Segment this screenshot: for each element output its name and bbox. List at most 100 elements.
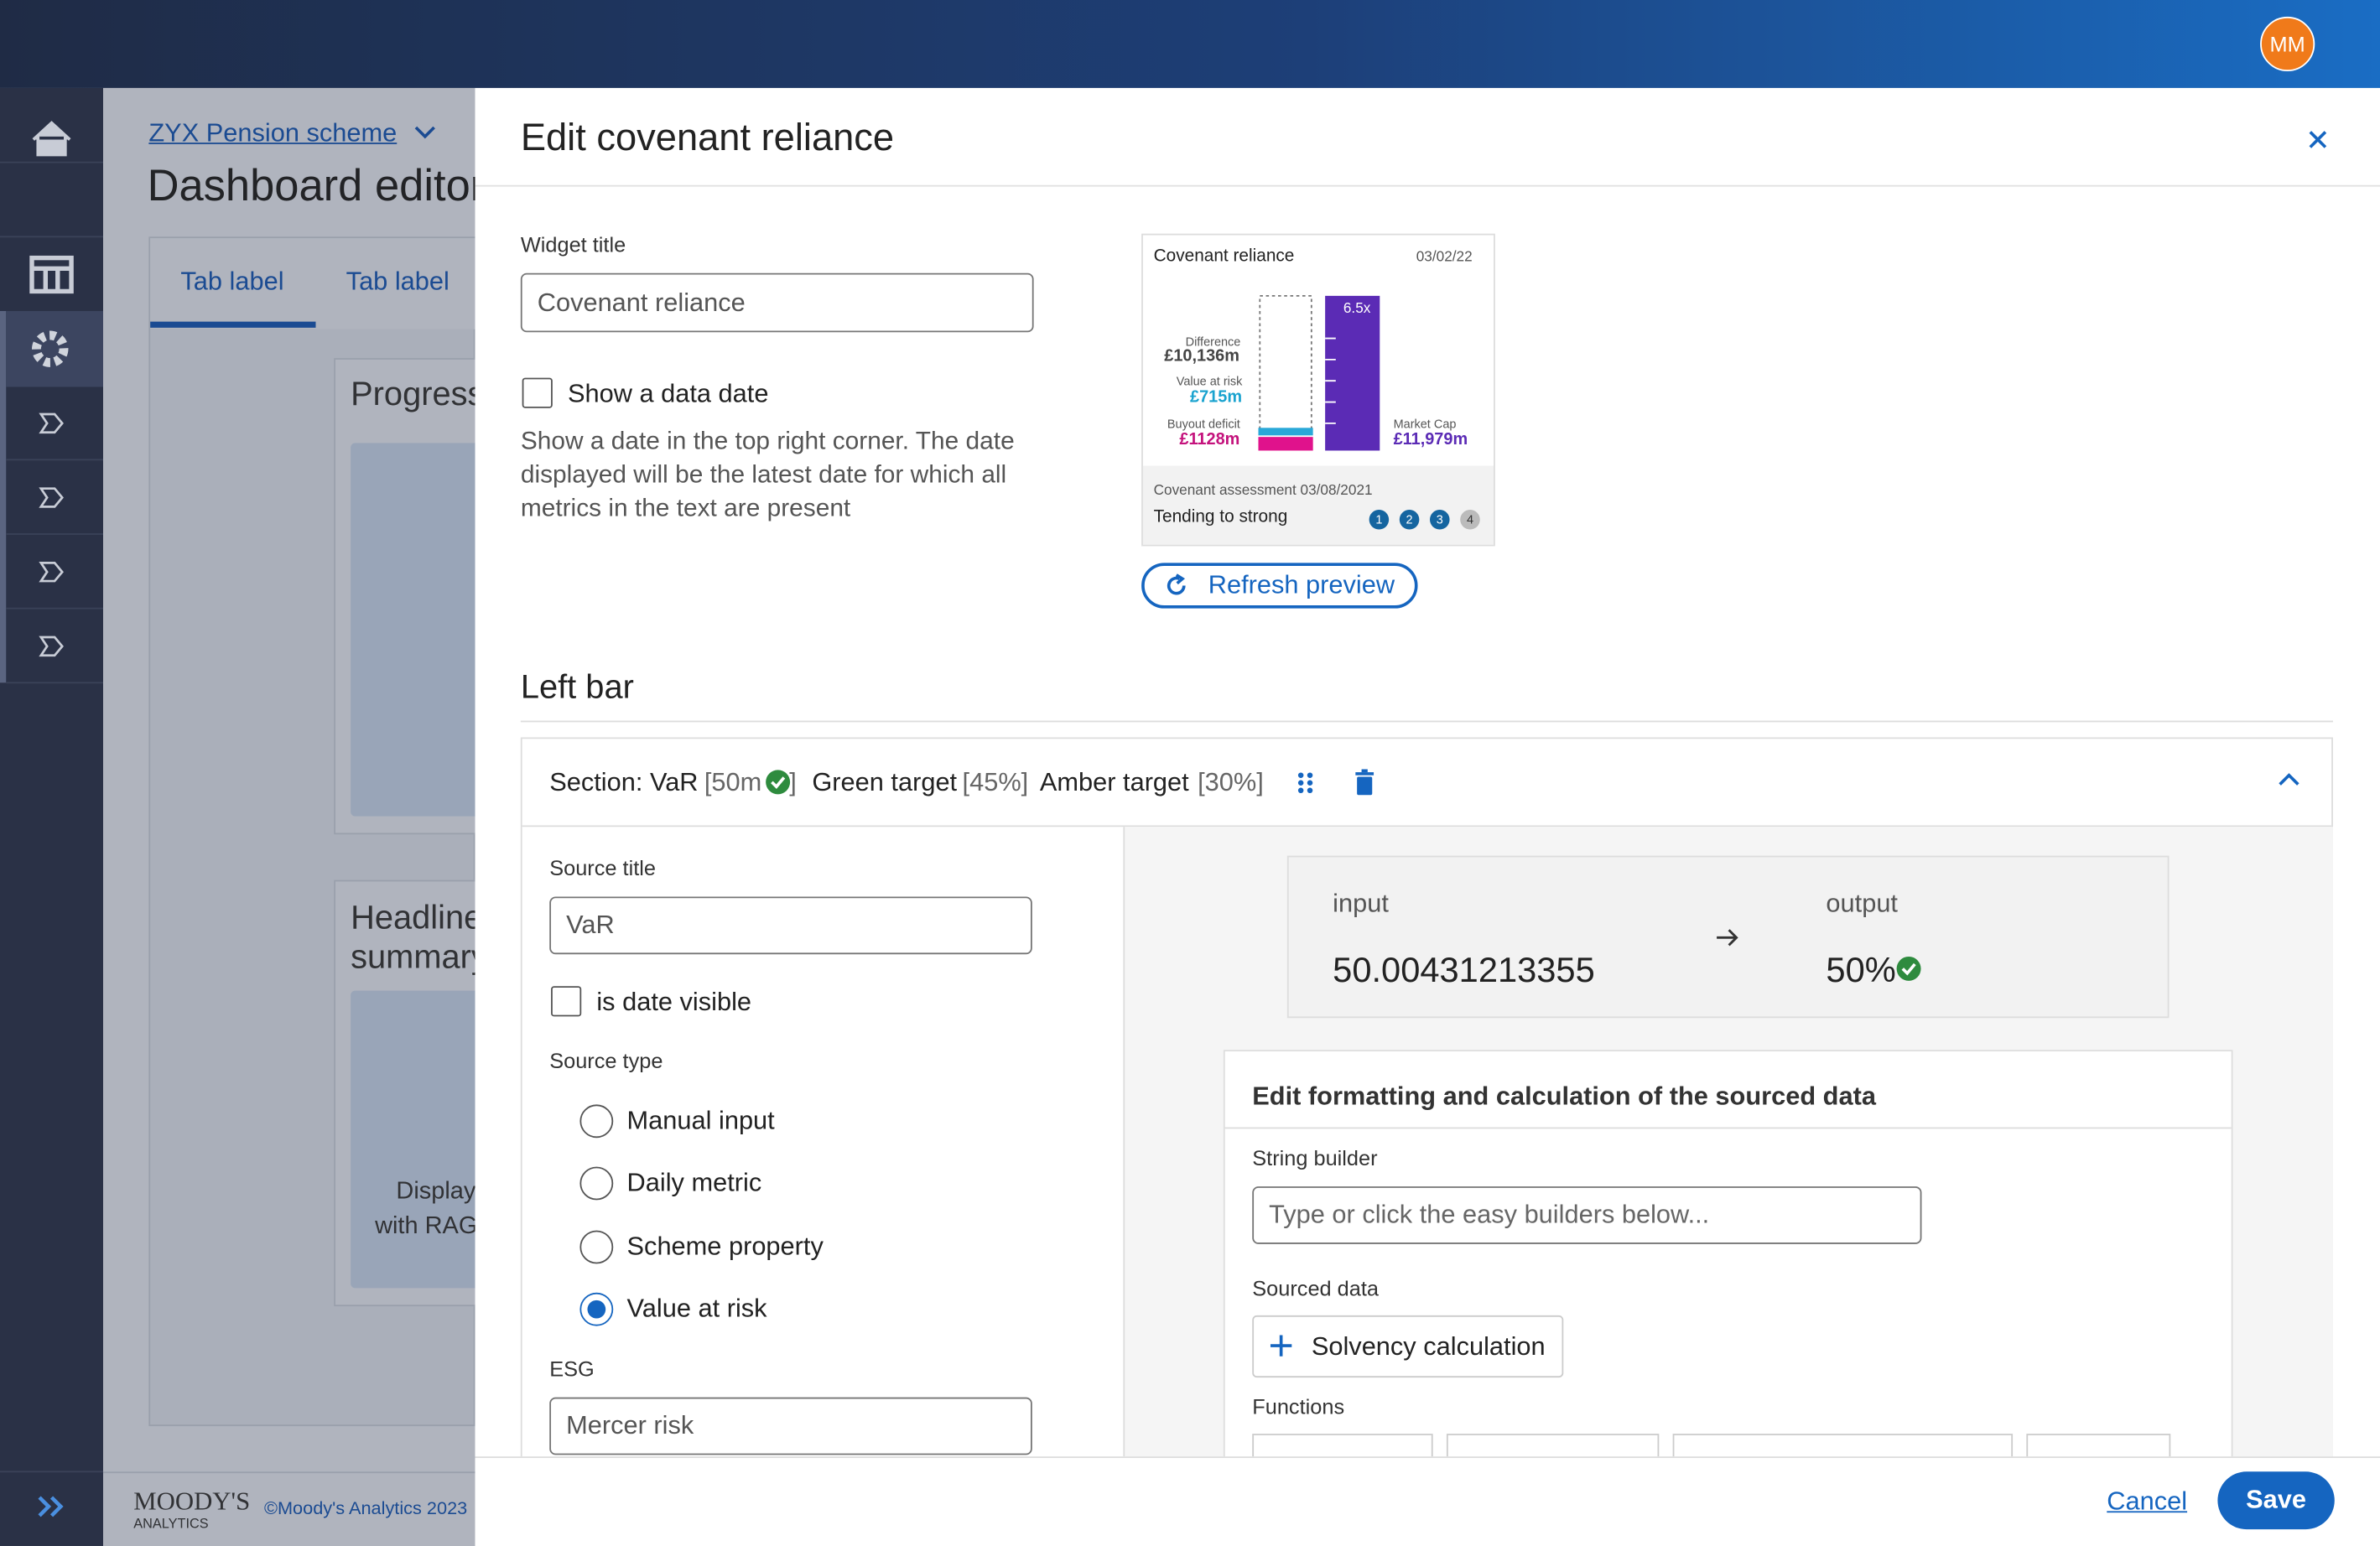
sidebar-icons [0, 121, 104, 1517]
copyright: ©Moody's Analytics 2023 [263, 1497, 468, 1519]
checkbox[interactable] [522, 377, 553, 408]
divider [1224, 1127, 2232, 1129]
text-input[interactable]: Type or click the easy builders below... [1252, 1186, 1922, 1244]
brand: MOODY'S [133, 1486, 251, 1516]
section-name: Section: VaR [549, 767, 699, 797]
preview-label: Buyout deficit [1167, 417, 1240, 431]
label: Widget title [520, 231, 626, 257]
card-body [351, 990, 488, 1289]
ok-icon [766, 770, 791, 795]
footer [103, 1471, 475, 1546]
overlay [103, 87, 475, 1546]
green-value: [45%] [962, 767, 1029, 797]
formatting-panel [1223, 1050, 2233, 1475]
avatar[interactable]: MM [2260, 16, 2315, 72]
section-value: [50m [704, 767, 762, 797]
label: Sourced data [1252, 1275, 1380, 1300]
refresh-button[interactable] [1141, 563, 1418, 609]
brand-sub: ANALYTICS [133, 1515, 209, 1531]
label: Source title [549, 855, 657, 880]
preview-value: £10,136m [1164, 347, 1239, 366]
refresh-icon [1167, 573, 1186, 595]
section-heading: Left bar [520, 667, 634, 706]
radio[interactable] [579, 1292, 614, 1326]
card-body [351, 443, 488, 817]
card-title: Progress [351, 374, 485, 413]
radio[interactable] [579, 1230, 614, 1264]
radio-label: Daily metric [626, 1168, 762, 1197]
text-input[interactable]: VaR [549, 896, 1032, 955]
close-button[interactable] [2305, 127, 2330, 152]
io-label: output [1826, 889, 1898, 918]
preview-value: £11,979m [1393, 430, 1468, 449]
tab[interactable]: Tab label [180, 267, 284, 296]
rating-step: 4 [1460, 510, 1480, 530]
rating-step: 3 [1430, 510, 1450, 530]
radio-label: Scheme property [626, 1232, 824, 1261]
amber-value: [30%] [1198, 767, 1264, 797]
tab-indicator [150, 321, 316, 328]
io-value: 50.00431213355 [1333, 949, 1595, 989]
help-text: displayed will be the latest date for wh… [520, 461, 1007, 489]
label: Functions [1252, 1394, 1345, 1419]
preview-bars [1258, 294, 1380, 451]
modal-footer [475, 1456, 2380, 1546]
preview-assessment: Covenant assessment 03/08/2021 [1153, 482, 1373, 500]
io-label: input [1333, 889, 1389, 918]
top-bar [0, 0, 2380, 88]
io-value: 50% [1826, 949, 1896, 989]
breadcrumb[interactable]: ZYX Pension scheme [148, 118, 398, 148]
preview-label: Value at risk [1176, 374, 1243, 389]
divider [475, 184, 2380, 187]
label: Source type [549, 1048, 663, 1073]
preview-date: 03/02/22 [1416, 248, 1473, 266]
amber-label: Amber target [1039, 767, 1189, 797]
checkbox[interactable] [551, 986, 582, 1017]
arrow-icon [1717, 929, 1738, 947]
preview-value: £1128m [1179, 430, 1240, 449]
help-text: metrics in the text are present [520, 494, 851, 522]
breadcrumb-caret [414, 126, 435, 139]
add-button[interactable] [1252, 1315, 1564, 1378]
tab[interactable]: Tab label [346, 267, 449, 296]
rating-step: 1 [1369, 510, 1390, 530]
divider [520, 720, 2333, 723]
preview-title: Covenant reliance [1153, 246, 1295, 266]
green-label: Green target [812, 767, 958, 797]
preview-label: Difference [1185, 335, 1241, 350]
section-actions[interactable] [1295, 769, 1386, 796]
cancel-button[interactable]: Cancel [2107, 1486, 2188, 1516]
sidebar-accent [0, 310, 7, 683]
ok-icon [1896, 956, 1921, 981]
card-text: Display [396, 1179, 476, 1205]
radio[interactable] [579, 1104, 614, 1139]
preview-multiple: 6.5x [1343, 300, 1371, 318]
modal-title: Edit covenant reliance [520, 117, 895, 160]
preview-value: £715m [1190, 388, 1243, 407]
checkbox-label: is date visible [596, 988, 752, 1017]
label: String builder [1252, 1145, 1378, 1170]
page-title: Dashboard editor [147, 162, 486, 211]
refresh-label: Refresh preview [1208, 570, 1395, 599]
rating-step: 2 [1399, 510, 1420, 530]
help-text: Show a date in the top right corner. The… [520, 428, 1015, 455]
tab-bar [150, 238, 475, 329]
card-title: Headline summary [351, 898, 488, 976]
collapse-button[interactable] [2277, 770, 2301, 789]
section-value: ] [789, 767, 797, 797]
add-button-label: Solvency calculation [1311, 1331, 1546, 1362]
label: ESG [549, 1356, 595, 1381]
card-text: with RAG [375, 1213, 478, 1240]
radio[interactable] [579, 1166, 614, 1201]
panel-title: Edit formatting and calculation of the s… [1252, 1082, 1876, 1111]
preview-footer [1142, 465, 1494, 545]
save-button[interactable]: Save [2217, 1471, 2335, 1530]
divider [522, 825, 2332, 827]
text-input[interactable]: Covenant reliance [520, 272, 1034, 333]
plus-icon [1270, 1335, 1292, 1357]
radio-label: Value at risk [626, 1294, 767, 1323]
text-input[interactable]: Mercer risk [549, 1397, 1032, 1455]
radio-label: Manual input [626, 1106, 775, 1135]
